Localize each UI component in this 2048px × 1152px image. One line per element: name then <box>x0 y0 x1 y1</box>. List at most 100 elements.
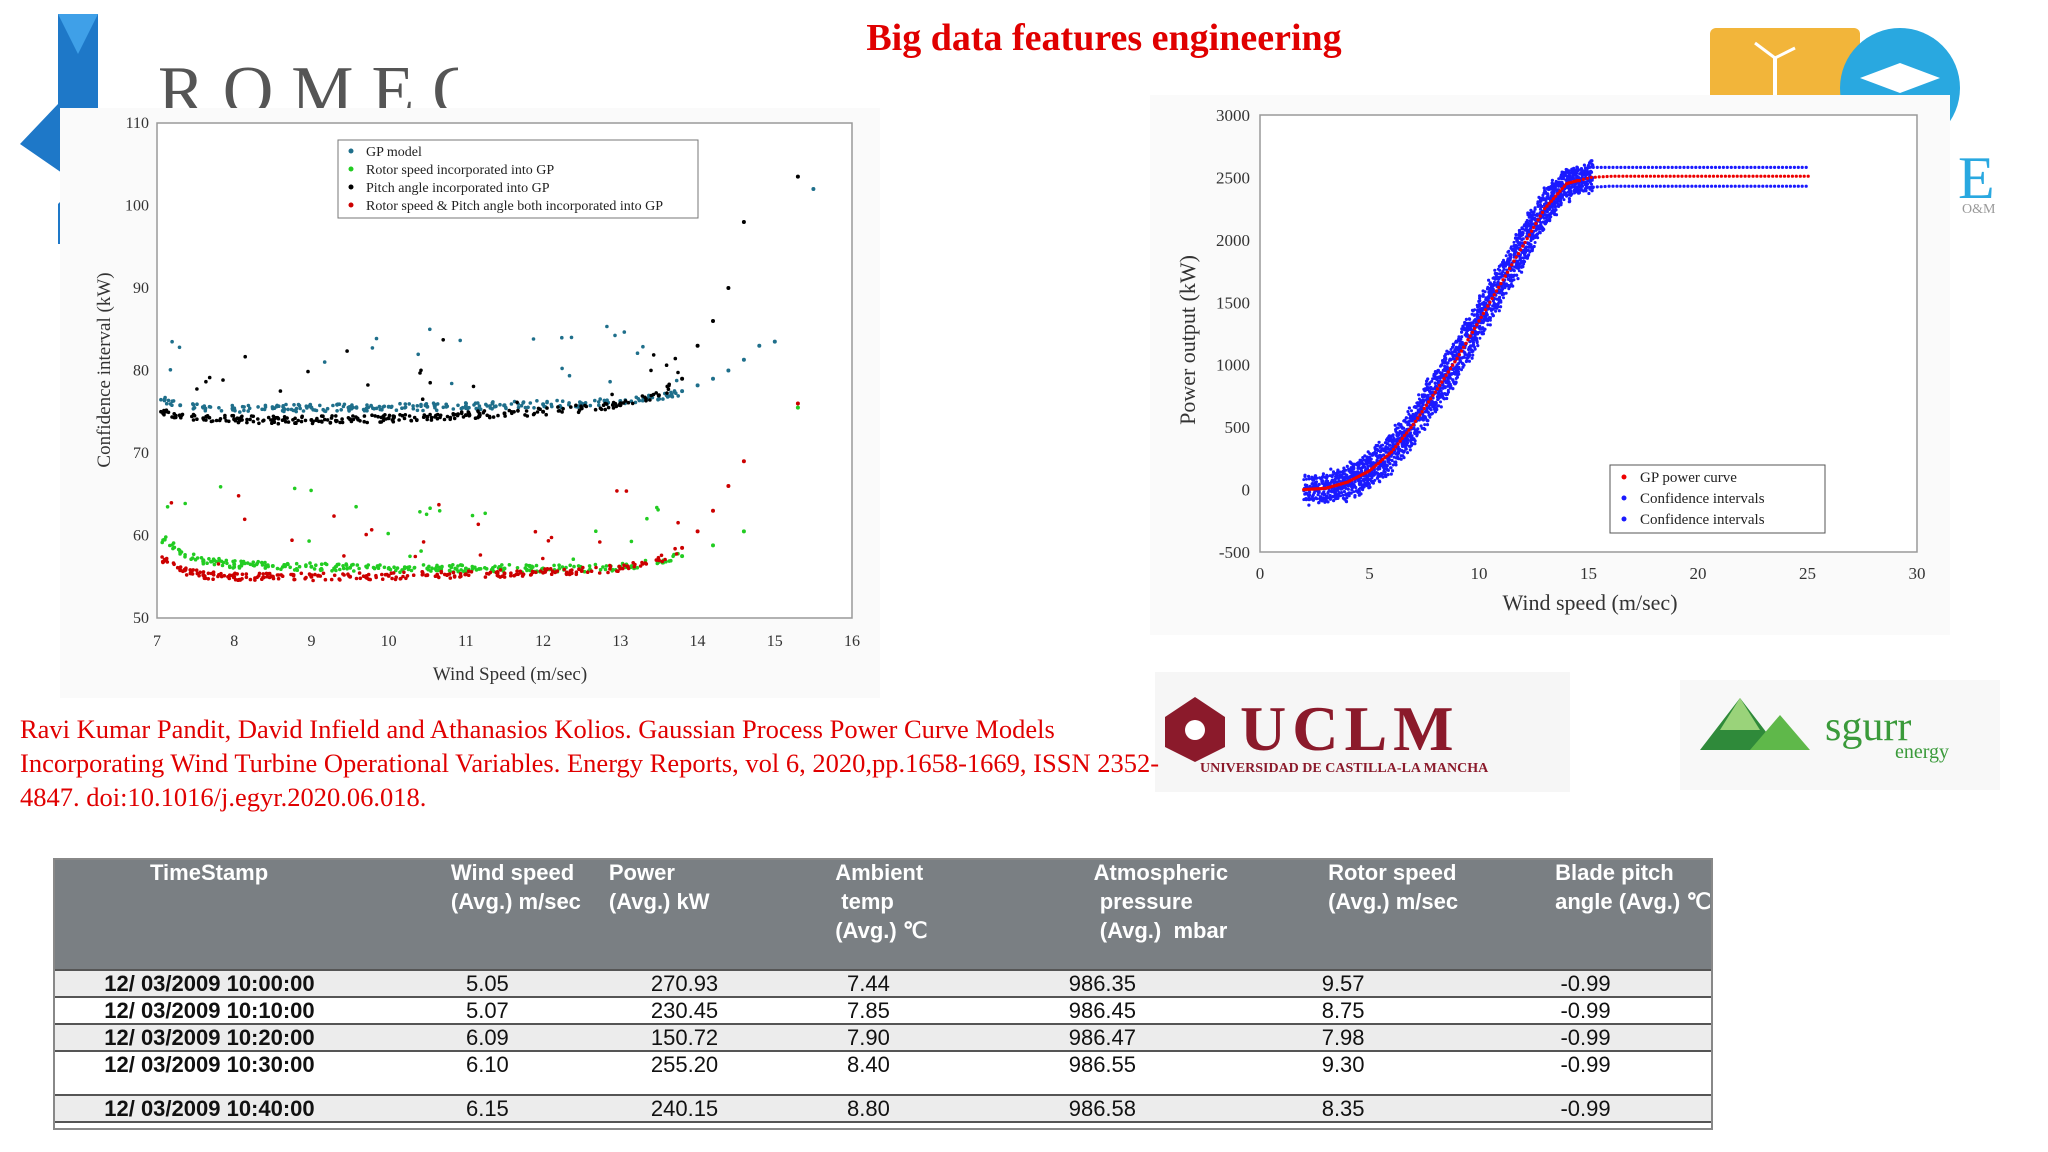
data-point <box>1313 481 1317 485</box>
data-point <box>555 398 559 403</box>
data-point <box>601 565 605 569</box>
data-point <box>1454 339 1458 343</box>
data-point <box>1378 453 1382 457</box>
data-point <box>1538 226 1542 231</box>
data-point <box>162 558 167 563</box>
data-point <box>1790 174 1794 178</box>
data-point <box>1759 174 1763 178</box>
data-point <box>1721 184 1725 188</box>
data-point <box>165 505 170 509</box>
data-point <box>1562 184 1567 188</box>
data-point <box>270 574 275 579</box>
data-point <box>1431 411 1435 415</box>
data-point <box>1535 232 1539 236</box>
data-point <box>338 567 342 572</box>
data-point <box>1307 474 1311 478</box>
data-point <box>1339 491 1344 495</box>
data-point <box>232 562 237 567</box>
data-point <box>1558 189 1562 193</box>
data-point <box>267 575 272 580</box>
data-point <box>416 352 421 357</box>
data-point <box>1419 406 1423 410</box>
x-tick-label: 9 <box>307 633 315 650</box>
data-point <box>1304 497 1308 501</box>
data-point <box>656 558 661 563</box>
data-point <box>1488 300 1492 304</box>
data-point <box>419 402 423 407</box>
data-point <box>1427 405 1431 409</box>
data-point <box>1337 479 1341 483</box>
data-point <box>1676 174 1680 178</box>
data-point <box>380 577 385 581</box>
data-point <box>1635 184 1639 188</box>
data-point <box>270 418 275 422</box>
data-point <box>451 407 456 411</box>
data-point <box>1525 255 1529 259</box>
legend-label: GP model <box>366 145 422 160</box>
data-point <box>552 563 556 568</box>
data-point <box>726 484 731 488</box>
data-point <box>1339 494 1343 498</box>
data-point <box>232 406 237 411</box>
data-point <box>1439 400 1442 404</box>
table-header-row: TimeStamp Wind speed (Avg.) m/sec Power … <box>53 858 1713 970</box>
data-point <box>419 549 423 553</box>
data-point <box>319 414 324 418</box>
data-point <box>1406 410 1410 414</box>
data-point <box>1509 253 1513 257</box>
data-point <box>1753 184 1757 188</box>
data-point <box>407 565 412 569</box>
data-point <box>348 405 353 410</box>
data-point <box>201 405 206 410</box>
data-point <box>481 410 486 415</box>
data-point <box>1765 165 1769 169</box>
table-cell: -0.99 <box>1458 996 1713 1025</box>
data-point <box>1694 165 1698 169</box>
data-point <box>209 559 213 564</box>
data-point <box>1721 165 1725 169</box>
data-point <box>1533 206 1537 210</box>
data-point <box>1462 355 1466 359</box>
data-point <box>391 414 396 418</box>
data-point <box>1597 175 1601 179</box>
data-point <box>1433 373 1437 377</box>
data-point <box>666 387 671 392</box>
data-point <box>1580 170 1584 174</box>
data-point <box>1517 269 1521 273</box>
data-point <box>159 397 163 402</box>
data-point <box>1316 493 1320 497</box>
data-point <box>665 391 669 395</box>
data-point <box>1470 312 1474 316</box>
data-point <box>1617 174 1621 178</box>
data-point <box>1370 453 1374 457</box>
data-point <box>1654 184 1658 188</box>
data-point <box>1784 184 1789 188</box>
x-tick-label: 0 <box>1256 564 1265 583</box>
data-point <box>206 571 211 576</box>
data-point <box>1585 176 1589 180</box>
data-point <box>1433 381 1437 385</box>
data-point <box>1575 167 1579 171</box>
data-point <box>191 407 196 411</box>
data-point <box>1710 184 1714 188</box>
data-point <box>1424 410 1428 414</box>
data-point <box>463 413 468 418</box>
data-point <box>1475 341 1479 345</box>
data-point <box>1454 377 1458 380</box>
data-point <box>1641 174 1645 178</box>
data-point <box>1433 390 1437 394</box>
data-point <box>632 564 637 569</box>
data-point <box>1478 336 1482 340</box>
data-point <box>528 401 533 405</box>
data-point <box>1765 184 1769 188</box>
data-point <box>661 397 665 401</box>
data-point <box>1346 484 1350 488</box>
data-point <box>509 573 513 578</box>
data-point <box>1678 165 1682 169</box>
data-point <box>411 406 416 411</box>
data-point <box>1589 175 1593 179</box>
data-point <box>477 414 481 418</box>
data-point <box>373 414 377 418</box>
data-point <box>1315 497 1319 501</box>
data-point <box>549 402 554 407</box>
